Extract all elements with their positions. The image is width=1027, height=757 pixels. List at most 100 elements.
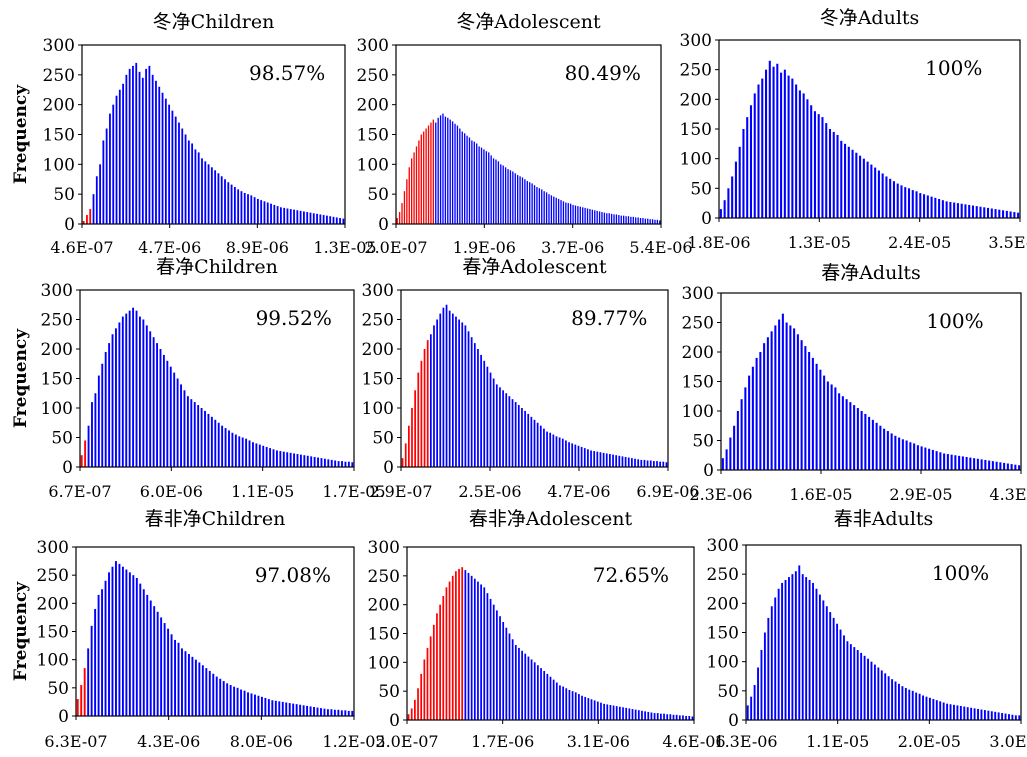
bar (257, 695, 260, 716)
bar (924, 447, 927, 470)
bar (87, 648, 90, 716)
x-tick-label: 1.3E-05 (313, 238, 376, 257)
bar (574, 205, 577, 224)
panel-title: 春非净Adolescent (469, 508, 633, 530)
bar (299, 704, 302, 716)
y-tick-label: 0 (701, 209, 712, 229)
bar (631, 709, 634, 720)
x-tick-label: 1.7E-06 (471, 732, 534, 751)
bar-below-threshold (427, 125, 430, 224)
bar (864, 413, 867, 470)
bar (466, 135, 468, 224)
bar (593, 700, 596, 720)
y-tick-label: 150 (357, 126, 389, 146)
y-tick-label: 150 (362, 370, 394, 390)
y-tick-label: 50 (378, 682, 400, 702)
bar (894, 435, 897, 470)
bar (675, 714, 678, 720)
bar (753, 93, 756, 218)
bar (227, 182, 230, 224)
bar-below-threshold (414, 390, 416, 467)
bar (514, 402, 517, 467)
bar (860, 411, 863, 470)
bar (97, 375, 100, 467)
bar (215, 676, 218, 716)
bar (665, 462, 668, 467)
bar (932, 699, 935, 720)
bar (181, 648, 183, 716)
bar (615, 455, 618, 467)
bar (347, 710, 350, 716)
bar-below-threshold (439, 604, 441, 720)
bar (805, 577, 808, 720)
bar (919, 193, 922, 218)
bar (987, 710, 990, 720)
bar (804, 346, 807, 470)
bar (768, 60, 771, 218)
bar (609, 705, 612, 720)
bar (269, 448, 272, 467)
bar (986, 207, 990, 218)
bar (813, 111, 816, 218)
bar (442, 113, 444, 224)
bar (271, 700, 274, 716)
bar (841, 396, 844, 470)
bar (738, 146, 741, 218)
bar (953, 704, 955, 720)
bar (149, 600, 152, 716)
bar (545, 192, 548, 224)
bar (746, 117, 749, 218)
bar (881, 173, 884, 218)
y-tick-label: 200 (682, 343, 714, 363)
bar (92, 194, 95, 224)
bar (907, 188, 911, 218)
bar (276, 206, 279, 224)
bar (439, 313, 442, 467)
x-tick-label: 4.6E-07 (50, 238, 113, 257)
bar (320, 708, 322, 716)
bar (293, 209, 295, 224)
bar (458, 319, 460, 467)
bar (840, 140, 843, 218)
bar (979, 206, 982, 218)
bar (194, 149, 197, 224)
y-tick-label: 100 (41, 399, 73, 419)
bar (946, 454, 949, 470)
bar (894, 681, 897, 720)
bar (519, 176, 521, 224)
bar (135, 62, 138, 225)
bar (615, 706, 618, 720)
bar (574, 692, 577, 720)
x-tick-label: 2.4E-05 (888, 233, 951, 252)
bar-below-threshold (448, 581, 451, 720)
bar (571, 691, 574, 720)
bar (282, 451, 285, 467)
bar (868, 416, 871, 470)
x-tick-label: 2.9E-05 (889, 485, 952, 504)
y-tick-label: 250 (37, 566, 69, 586)
x-tick-label: 3.7E-06 (541, 238, 604, 257)
bar (326, 215, 328, 224)
bar-below-threshold (420, 134, 422, 224)
y-tick-label: 300 (682, 284, 714, 304)
bar-below-threshold (417, 688, 419, 720)
bar (994, 711, 997, 720)
bar (660, 713, 662, 720)
percent-label: 100% (932, 561, 989, 585)
bar (802, 93, 805, 218)
bar (327, 459, 330, 467)
bar-below-threshold (89, 209, 92, 224)
y-tick-label: 50 (372, 429, 394, 449)
bar (810, 105, 813, 218)
bar (853, 647, 856, 720)
bar (649, 219, 651, 224)
bar (723, 200, 726, 218)
bar (568, 690, 571, 720)
bar (565, 440, 567, 467)
y-tick-label: 200 (368, 596, 400, 616)
bar (789, 325, 792, 470)
y-tick-label: 200 (357, 96, 389, 116)
bar (219, 678, 222, 716)
bar (647, 218, 649, 224)
bar (781, 582, 784, 720)
